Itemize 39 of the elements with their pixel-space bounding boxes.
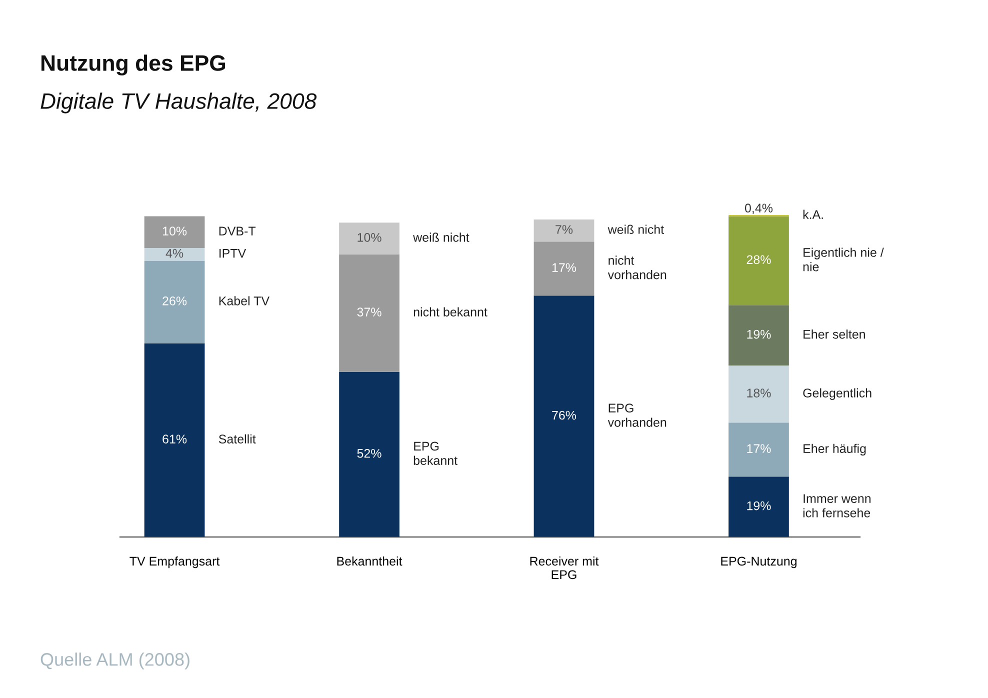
data-label: 17% [552,263,576,272]
series-label: weiß nicht [608,224,664,234]
x-tick-label: Receiver mit EPG [530,556,599,580]
source-note: Quelle ALM (2008) [40,652,190,670]
data-label: 17% [747,444,771,453]
series-label: Immer wenn ich fernsehe [803,494,871,518]
series-label: EPG vorhanden [608,404,666,427]
series-label: weiß nicht [413,232,470,242]
x-tick-label: Bekanntheit [337,556,402,566]
series-label: Eher häufig [804,444,866,456]
series-label: k.A. [803,210,823,219]
series-label: DVB-T [219,226,256,236]
series-label: Kabel TV [219,296,270,306]
data-label: 28% [746,255,771,264]
series-label: nicht vorhanden [608,256,666,280]
data-label: 37% [357,308,382,316]
data-label: 10% [162,226,187,236]
data-label: 10% [358,233,382,242]
series-label: Satellit [218,434,256,444]
x-tick-label: TV Empfangsart [130,556,220,568]
series-label: Gelegentlich [803,388,872,400]
data-label: 52% [357,448,382,458]
chart-title: Nutzung des EPG [41,54,226,76]
x-tick-label: EPG-Nutzung [721,556,796,568]
series-label: nicht bekannt [414,307,488,316]
series-label: EPG bekannt [414,442,458,465]
chart-subtitle: Digitale TV Haushalte, 2008 [40,92,317,114]
data-label: 61% [162,434,187,444]
data-label: 18% [747,388,771,398]
series-label: Eher selten [804,330,865,339]
data-label: 19% [747,501,771,510]
series-label: IPTV [219,249,246,258]
data-label: 76% [552,410,576,420]
data-label: 0,4% [744,204,773,214]
data-label: 26% [162,296,187,306]
data-label: 19% [747,330,771,339]
data-label: 4% [166,248,184,258]
series-label: Eigentlich nie / nie [803,248,884,272]
data-label: 7% [556,225,573,234]
